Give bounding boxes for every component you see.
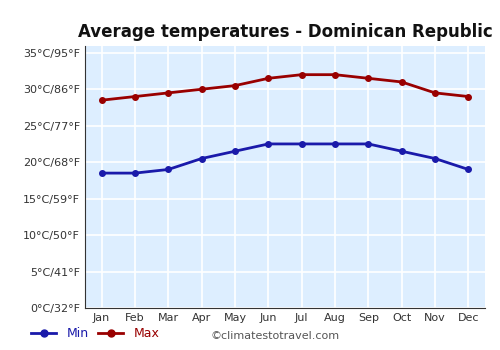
Line: Min: Min [99, 141, 471, 176]
Max [198, 87, 204, 91]
Line: Max: Max [99, 72, 471, 103]
Max [132, 94, 138, 99]
Min [98, 171, 104, 175]
Min [232, 149, 238, 153]
Min [332, 142, 338, 146]
Max [266, 76, 272, 80]
Max [232, 84, 238, 88]
Min [432, 156, 438, 161]
Min [366, 142, 372, 146]
Max [398, 80, 404, 84]
Text: ©climatestotravel.com: ©climatestotravel.com [210, 331, 339, 341]
Max [432, 91, 438, 95]
Min [198, 156, 204, 161]
Title: Average temperatures - Dominican Republic: Average temperatures - Dominican Republi… [78, 23, 492, 41]
Max [98, 98, 104, 102]
Min [166, 167, 172, 172]
Min [132, 171, 138, 175]
Max [166, 91, 172, 95]
Legend: Min, Max: Min, Max [31, 327, 159, 340]
Min [266, 142, 272, 146]
Min [398, 149, 404, 153]
Min [466, 167, 471, 172]
Max [366, 76, 372, 80]
Max [332, 72, 338, 77]
Max [298, 72, 304, 77]
Max [466, 94, 471, 99]
Min [298, 142, 304, 146]
